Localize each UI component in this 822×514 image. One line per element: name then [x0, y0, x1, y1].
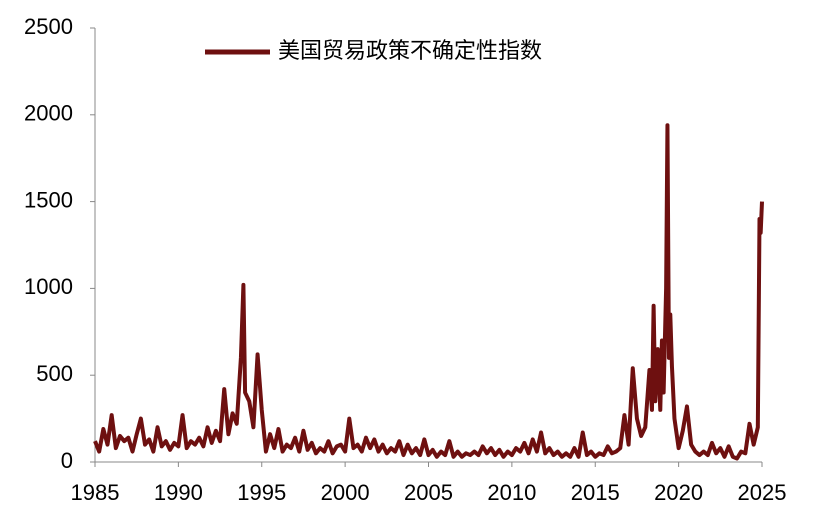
- x-tick-label: 2005: [404, 480, 453, 505]
- x-tick-label: 2000: [321, 480, 370, 505]
- x-tick-label: 2015: [571, 480, 620, 505]
- y-tick-label: 1500: [24, 187, 73, 212]
- data-line: [93, 123, 764, 461]
- y-tick-label: 2500: [24, 14, 73, 39]
- x-tick-label: 2010: [487, 480, 536, 505]
- y-tick-label: 0: [61, 448, 73, 473]
- x-tick-label: 2025: [738, 480, 787, 505]
- x-tick-label: 1985: [71, 480, 120, 505]
- y-tick-label: 500: [36, 361, 73, 386]
- legend-label: 美国贸易政策不确定性指数: [278, 38, 542, 63]
- y-tick-label: 2000: [24, 101, 73, 126]
- x-tick-label: 2020: [654, 480, 703, 505]
- y-tick-label: 1000: [24, 274, 73, 299]
- x-tick-label: 1995: [237, 480, 286, 505]
- x-tick-label: 1990: [154, 480, 203, 505]
